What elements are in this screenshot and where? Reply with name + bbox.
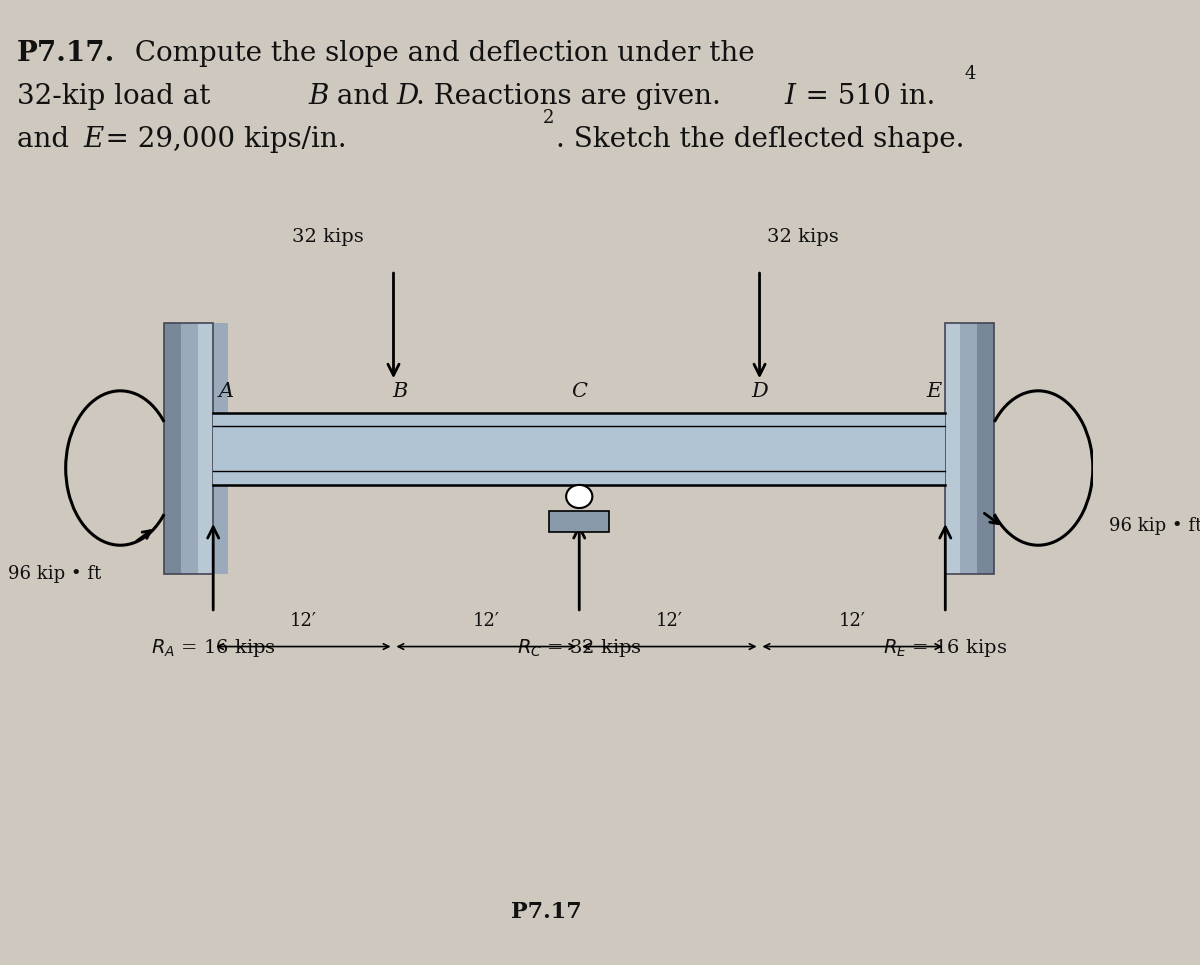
Text: 12′: 12′	[656, 612, 683, 630]
Bar	[181, 323, 198, 574]
Text: Compute the slope and deflection under the: Compute the slope and deflection under t…	[126, 40, 755, 67]
Text: 32-kip load at: 32-kip load at	[17, 83, 218, 110]
Text: 32 kips: 32 kips	[767, 228, 839, 246]
Text: $R_A$ = 16 kips: $R_A$ = 16 kips	[151, 637, 276, 659]
Circle shape	[566, 484, 593, 508]
Bar	[214, 413, 946, 484]
Bar	[977, 323, 995, 574]
Text: . Reactions are given.: . Reactions are given.	[416, 83, 730, 110]
Text: P7.17: P7.17	[511, 901, 582, 923]
Text: I: I	[785, 83, 796, 110]
Text: = 510 in.: = 510 in.	[800, 83, 935, 110]
Text: 4: 4	[965, 66, 977, 83]
Text: and: and	[17, 126, 78, 153]
Text: B: B	[308, 83, 329, 110]
Text: B: B	[392, 382, 408, 401]
Bar	[164, 323, 214, 574]
Bar	[198, 323, 214, 574]
Text: 96 kip • ft: 96 kip • ft	[1109, 517, 1200, 535]
Bar	[214, 323, 228, 574]
Text: 12′: 12′	[839, 612, 866, 630]
Bar	[946, 323, 995, 574]
Text: $R_E$ = 16 kips: $R_E$ = 16 kips	[883, 637, 1007, 659]
Text: and: and	[328, 83, 398, 110]
Text: 12′: 12′	[290, 612, 317, 630]
Text: 12′: 12′	[473, 612, 500, 630]
Text: D: D	[751, 382, 768, 401]
Text: = 29,000 kips/in.: = 29,000 kips/in.	[100, 126, 346, 153]
Text: 2: 2	[544, 109, 554, 126]
Bar	[960, 323, 977, 574]
Text: 32 kips: 32 kips	[292, 228, 364, 246]
Text: C: C	[571, 382, 587, 401]
Text: $R_C$ = 32 kips: $R_C$ = 32 kips	[517, 637, 642, 659]
Text: D: D	[397, 83, 419, 110]
Bar	[164, 323, 181, 574]
Text: P7.17.: P7.17.	[17, 40, 115, 67]
Text: . Sketch the deflected shape.: . Sketch the deflected shape.	[557, 126, 965, 153]
Bar	[946, 323, 960, 574]
Text: 96 kip • ft: 96 kip • ft	[8, 565, 101, 583]
Text: E: E	[83, 126, 103, 153]
Text: A: A	[218, 382, 234, 401]
Bar	[550, 511, 610, 533]
Text: E: E	[926, 382, 942, 401]
